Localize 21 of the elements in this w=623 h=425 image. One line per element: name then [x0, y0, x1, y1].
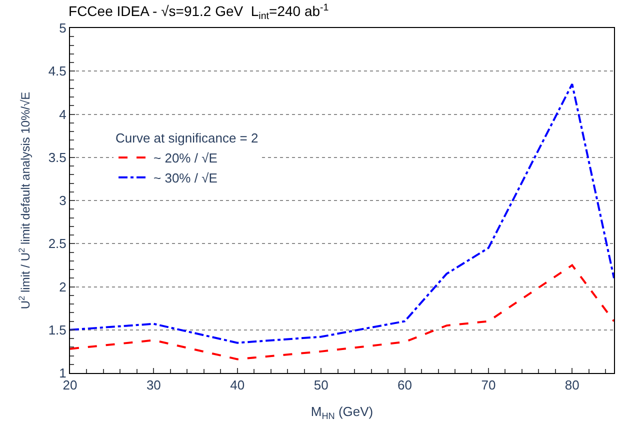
y-tick-label: 2: [59, 279, 66, 294]
legend-label: ~ 20% / √E: [154, 150, 218, 166]
x-tick-label: 60: [398, 378, 412, 393]
y-tick-label: 3: [59, 193, 66, 208]
y-tick-label: 5: [59, 20, 66, 36]
line-series: [70, 83, 614, 344]
x-tick-label: 80: [564, 378, 580, 393]
x-tick-label: 70: [481, 378, 496, 393]
legend-label: ~ 30% / √E: [154, 170, 218, 186]
legend-title: Curve at significance = 2: [116, 130, 258, 146]
y-tick-label: 3.5: [48, 150, 66, 165]
x-tick-label: 40: [230, 378, 245, 393]
x-tick-label: 30: [146, 378, 161, 393]
y-tick-label: 2.5: [48, 236, 66, 252]
y-tick-label: 1.5: [48, 322, 66, 338]
x-tick-label: 50: [314, 378, 328, 393]
y-tick-label: 4: [59, 106, 66, 122]
chart-title: FCCee IDEA - √s=91.2 GeV L$_{int}$=240 ab$^{-1}$: [68, 2, 329, 22]
x-axis-title: M$_{HN}$ (GeV): [310, 404, 374, 421]
line-series: [70, 264, 614, 360]
y-tick-label: 4.5: [48, 64, 66, 79]
